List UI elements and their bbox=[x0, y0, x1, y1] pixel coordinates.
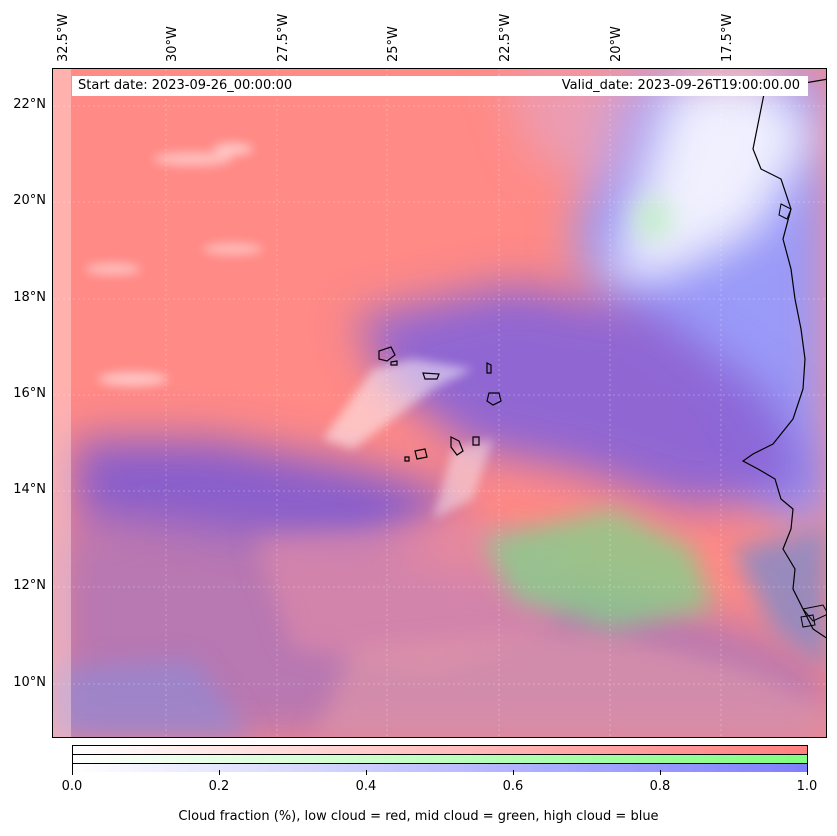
island-boa-vista bbox=[486, 392, 502, 406]
colorbar-tick bbox=[807, 770, 808, 775]
colorbar-tick bbox=[219, 770, 220, 775]
lon-label-25w: 25°W bbox=[386, 26, 401, 62]
cloud-fraction-map bbox=[52, 68, 827, 738]
colorbar-separator bbox=[73, 754, 807, 755]
lat-label-16n: 16°N bbox=[13, 386, 46, 401]
island-sal bbox=[486, 362, 492, 374]
colorbar-tick bbox=[366, 770, 367, 775]
colorbar-tick-label: 1.0 bbox=[796, 779, 818, 794]
colorbar-caption: Cloud fraction (%), low cloud = red, mid… bbox=[178, 809, 659, 824]
cirrus-streaks bbox=[85, 143, 493, 519]
lat-label-12n: 12°N bbox=[13, 578, 46, 593]
mid-cloud-layer bbox=[483, 197, 826, 668]
colorbar-tick-label: 0.2 bbox=[208, 779, 230, 794]
colorbar-tick bbox=[513, 770, 514, 775]
lat-label-22n: 22°N bbox=[13, 97, 46, 112]
colorbar-tick-label: 0.6 bbox=[502, 779, 524, 794]
colorbar-tick-label: 0.4 bbox=[355, 779, 377, 794]
colorbar-high-strip bbox=[73, 764, 807, 772]
graticule bbox=[53, 69, 826, 737]
coast-bay bbox=[778, 203, 792, 220]
colorbar-low-strip bbox=[73, 746, 807, 754]
colorbar-tick-label: 0.0 bbox=[61, 779, 83, 794]
map-canvas bbox=[53, 69, 826, 737]
valid-date-label: Valid_date: 2023-09-26T19:00:00.00 bbox=[561, 78, 800, 93]
cape-verde-islands bbox=[378, 346, 502, 462]
island-maio bbox=[472, 436, 480, 446]
lat-label-10n: 10°N bbox=[13, 675, 46, 690]
lon-label-17-5w: 17.5°W bbox=[720, 13, 735, 62]
lat-label-18n: 18°N bbox=[13, 290, 46, 305]
bijagos-island bbox=[800, 614, 816, 628]
colorbar-tick bbox=[660, 770, 661, 775]
island-santo-antao bbox=[378, 346, 396, 362]
lon-label-30w: 30°W bbox=[165, 26, 180, 62]
colorbar-tick bbox=[72, 770, 73, 775]
lon-label-20w: 20°W bbox=[609, 26, 624, 62]
lat-label-20n: 20°N bbox=[13, 193, 46, 208]
colorbar-mid-strip bbox=[73, 755, 807, 763]
colorbar bbox=[72, 745, 808, 772]
lon-label-22-5w: 22.5°W bbox=[498, 13, 513, 62]
colorbar-separator bbox=[73, 763, 807, 764]
africa-coastline bbox=[741, 88, 826, 639]
date-info-bar: Start date: 2023-09-26_00:00:00 Valid_da… bbox=[72, 76, 808, 96]
island-brava bbox=[404, 456, 410, 462]
island-sao-nicolau bbox=[422, 372, 440, 380]
island-fogo bbox=[414, 448, 428, 460]
lat-label-14n: 14°N bbox=[13, 482, 46, 497]
island-santiago bbox=[450, 436, 464, 456]
colorbar-tick-label: 0.8 bbox=[649, 779, 671, 794]
lon-label-27-5w: 27.5°W bbox=[276, 13, 291, 62]
start-date-label: Start date: 2023-09-26_00:00:00 bbox=[78, 78, 293, 93]
lon-label-32-5w: 32.5°W bbox=[56, 13, 71, 62]
western-edge-strip bbox=[53, 69, 71, 737]
island-sao-vicente bbox=[390, 360, 398, 366]
guinea-bissau-islands bbox=[802, 604, 826, 622]
